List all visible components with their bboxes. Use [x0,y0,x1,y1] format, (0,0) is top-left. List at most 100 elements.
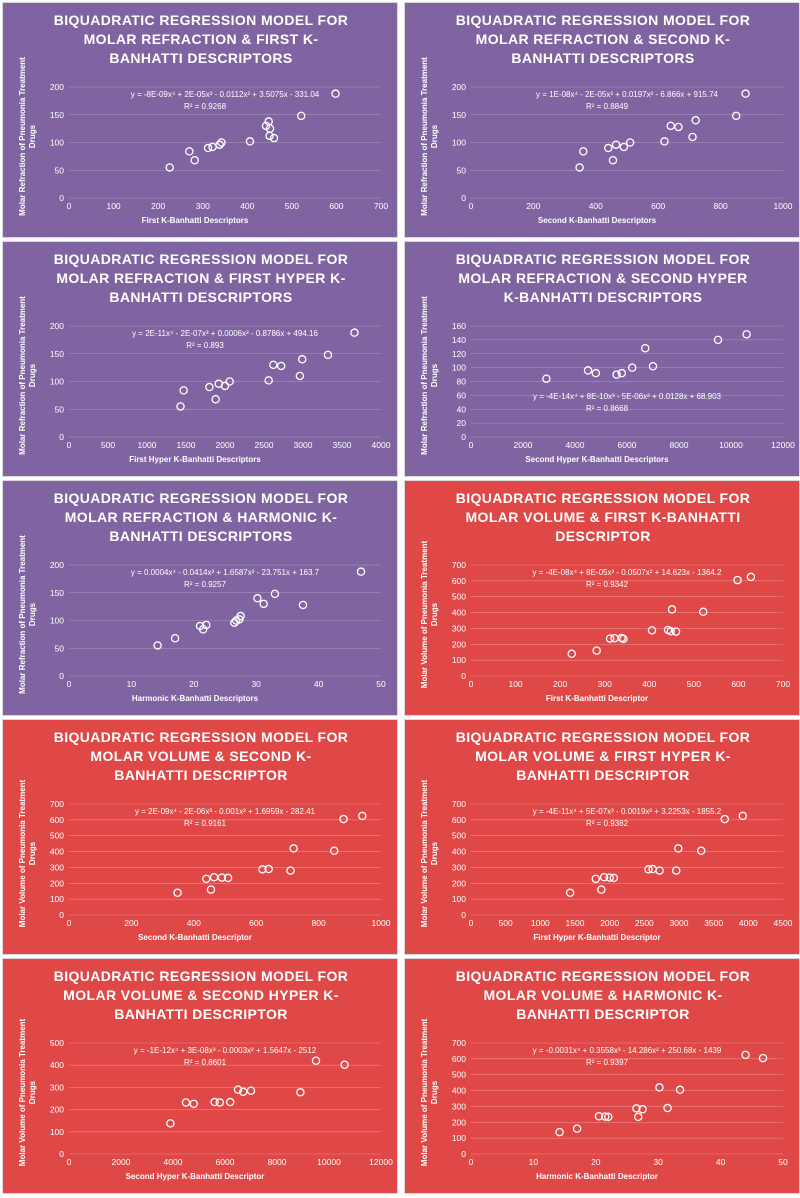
y-tick-label: 700 [50,799,64,809]
chart-panel-8: BIQUADRATIC REGRESSION MODEL FOR MOLAR VO… [404,719,800,955]
y-tick-label: 100 [452,363,466,373]
data-point [741,1050,750,1060]
x-tick-label: 2000 [600,918,619,928]
y-axis-label: Molar Volume of Pneumonia TreatmentDrugs [420,540,439,688]
y-tick-label: 500 [452,592,466,602]
y-tick-label: 60 [457,390,467,400]
x-tick-label: 12000 [771,440,795,450]
y-tick-label: 600 [50,815,64,825]
x-axis-label: First K-Banhatti Descriptors [142,216,249,225]
y-tick-label: 100 [452,655,466,665]
chart-title-line: MOLAR REFRACTION & HARMONIC K- [65,509,338,525]
x-tick-label: 2500 [635,918,654,928]
data-point [264,376,273,385]
x-tick-label: 1500 [177,440,196,450]
data-point [295,371,305,381]
data-point [153,641,162,650]
x-tick-label: 0 [469,201,474,211]
data-point [742,330,751,339]
chart-title-line: BIQUADRATIC REGRESSION MODEL FOR [54,12,349,28]
y-tick-label: 700 [452,560,466,570]
data-point [572,1124,582,1133]
x-axis-label: Second Hyper K-Banhatti Descriptors [525,455,669,464]
x-tick-label: 400 [240,201,254,211]
data-point [265,131,274,141]
x-tick-label: 4000 [164,1157,183,1167]
x-tick-label: 1000 [531,918,550,928]
data-point [259,599,268,609]
y-axis-label-line: Molar Refraction of Pneumonia Treatment [18,57,27,216]
x-tick-label: 600 [651,201,665,211]
x-tick-label: 6000 [216,1157,235,1167]
data-point [741,89,750,98]
x-tick-label: 200 [526,201,540,211]
x-tick-label: 200 [553,679,567,689]
y-tick-label: 200 [452,639,466,649]
data-point [688,132,697,142]
x-tick-label: 8000 [268,1157,287,1167]
data-point [269,133,279,143]
data-point [627,363,637,372]
y-tick-label: 200 [452,1117,466,1127]
data-point [597,885,606,894]
y-tick-label: 200 [452,878,466,888]
y-tick-label: 400 [452,1086,466,1096]
chart-panel-1: BIQUADRATIC REGRESSION MODEL FOR MOLAR RE… [2,2,398,238]
data-point [663,1103,672,1113]
r-squared: R² = 0.8601 [184,1058,227,1067]
chart-svg: BIQUADRATIC REGRESSION MODEL FOR MOLAR VO… [405,481,790,703]
regression-equation: y = 0.0004x⁴ - 0.0414x³ + 1.6587x² - 23.… [131,568,320,577]
y-tick-label: 200 [50,1105,64,1115]
y-tick-label: 100 [50,1127,64,1137]
x-tick-label: 20 [591,1157,601,1167]
chart-title-line: BANHATTI DESCRIPTORS [109,289,292,305]
data-point [215,1098,225,1107]
data-point [176,402,185,411]
data-point [185,147,194,156]
y-tick-label: 500 [452,1070,466,1080]
y-tick-label: 0 [461,432,466,442]
y-axis-label: Molar Refraction of Pneumonia TreatmentD… [420,296,439,455]
chart-title-line: BIQUADRATIC REGRESSION MODEL FOR [456,729,751,745]
y-tick-label: 200 [50,321,64,331]
regression-equation: y = 1E-08x⁴ - 2E-05x³ + 0.0197x² - 6.866… [536,90,719,99]
x-tick-label: 400 [589,201,603,211]
data-point [358,811,367,821]
x-tick-label: 0 [469,918,474,928]
data-point [350,328,359,337]
x-tick-label: 100 [508,679,522,689]
x-tick-label: 4500 [774,918,793,928]
data-point [647,626,657,635]
data-point [286,866,295,875]
y-tick-label: 0 [59,193,64,203]
chart-panel-4: BIQUADRATIC REGRESSION MODEL FOR MOLAR RE… [404,241,800,477]
chart-title-line: BIQUADRATIC REGRESSION MODEL FOR [54,968,349,984]
x-tick-label: 20 [189,679,199,689]
data-point [696,846,706,856]
y-tick-label: 500 [50,831,64,841]
data-point [323,350,333,360]
data-point [225,1097,235,1107]
y-axis-label-line: Drugs [430,841,439,865]
x-tick-label: 50 [778,1157,788,1167]
x-tick-label: 100 [106,201,120,211]
regression-equation: y = -0.0031x⁴ + 0.3558x³ - 14.286x² + 25… [533,1046,722,1055]
x-tick-label: 600 [249,918,263,928]
data-point [179,386,188,395]
y-tick-label: 400 [50,1060,64,1070]
data-point [555,1127,564,1137]
r-squared: R² = 0.9397 [586,1058,629,1067]
data-point [666,627,675,636]
x-tick-label: 0 [67,679,72,689]
data-point [591,368,601,378]
data-point [605,873,614,882]
y-tick-label: 0 [461,1149,466,1159]
data-point [297,355,307,364]
data-point [289,844,298,853]
y-tick-label: 100 [452,894,466,904]
data-point [190,156,199,165]
x-tick-label: 2000 [514,440,533,450]
x-axis-label: Second K-Banhatti Descriptor [138,933,252,942]
x-tick-label: 50 [376,679,386,689]
